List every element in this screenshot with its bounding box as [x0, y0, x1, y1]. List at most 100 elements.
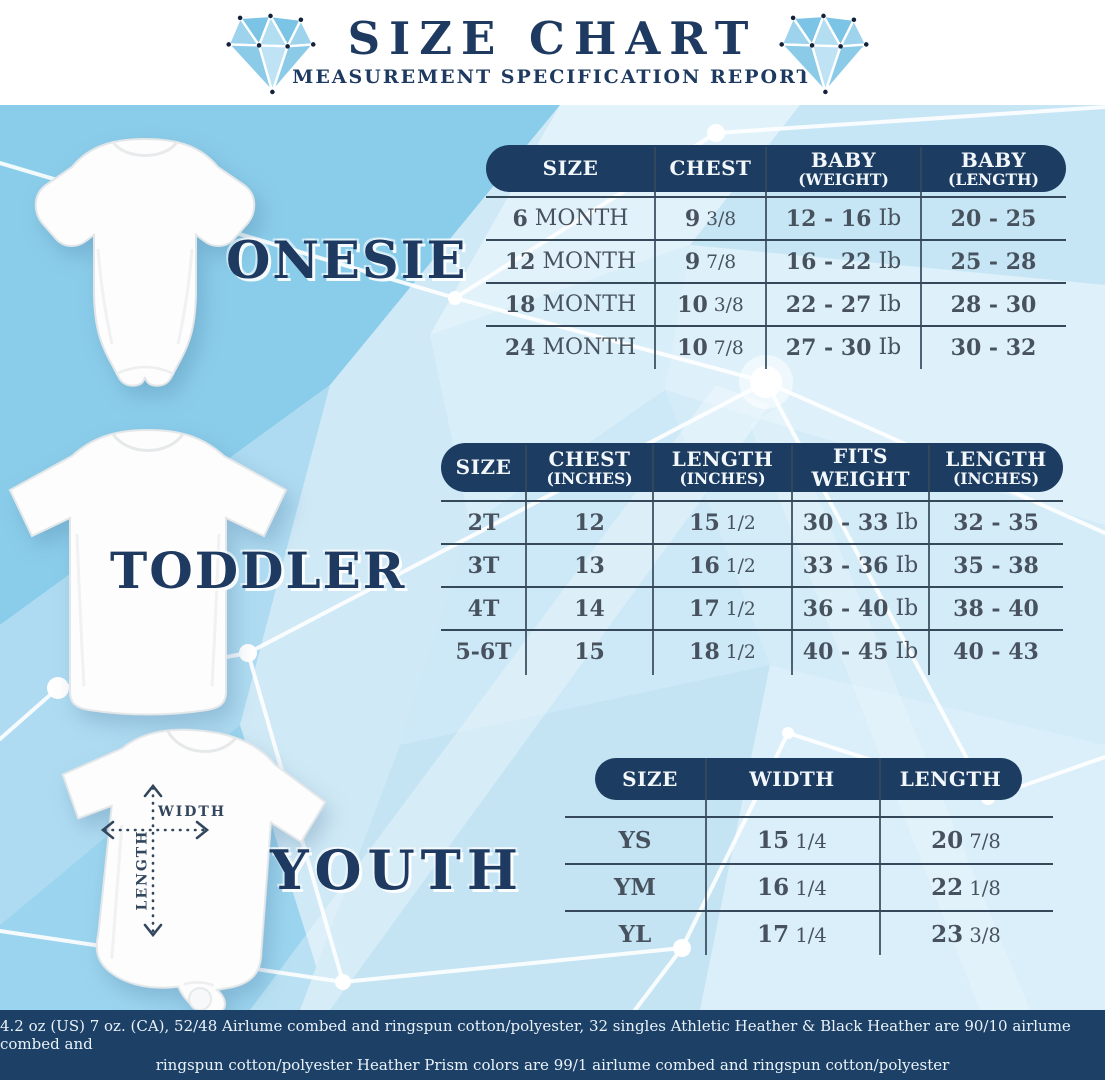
cell-bold: 16 — [757, 874, 790, 901]
cell-bold: 23 — [931, 921, 964, 948]
table-header-row: SIZE CHEST BABY (WEIGHT) BABY (LENGTH) — [486, 145, 1066, 192]
column-header: WIDTH — [749, 766, 835, 791]
cell-bold: 16 - 22 — [785, 248, 872, 275]
footer-line: 4.2 oz (US) 7 oz. (CA), 52/48 Airlume co… — [0, 1016, 1071, 1053]
table-cell: 24 MONTH — [486, 327, 655, 368]
table-cell: YS — [565, 818, 705, 863]
table-cell: 30 - 32 — [921, 327, 1066, 368]
table-row: 18 MONTH 10 3/8 22 - 27 Ib 28 - 30 — [486, 282, 1066, 325]
cell-bold: 15 — [574, 638, 605, 665]
header-band: SIZE CHART MEASUREMENT SPECIFICATION REP… — [0, 0, 1105, 105]
cell-fraction: 1/2 — [719, 642, 756, 663]
cell-regular: Ib — [888, 510, 919, 535]
table-cell: 10 7/8 — [655, 327, 766, 368]
cell-fraction: 1/8 — [963, 877, 1001, 900]
fabric-info-footer: 4.2 oz (US) 7 oz. (CA), 52/48 Airlume co… — [0, 1010, 1105, 1080]
table-cell: 18 MONTH — [486, 284, 655, 325]
table-cell: 22 - 27 Ib — [766, 284, 921, 325]
length-measure-label: LENGTH — [134, 829, 151, 911]
cell-bold: 9 — [684, 248, 701, 275]
table-cell: 5-6T — [441, 631, 526, 672]
diamond-icon — [226, 13, 316, 95]
cell-bold: 20 - 25 — [950, 205, 1037, 232]
cell-fraction: 1/4 — [789, 924, 827, 947]
diamond-icon — [779, 13, 869, 95]
table-cell: 15 — [526, 631, 653, 672]
table-cell: YM — [565, 865, 705, 910]
cell-bold: 9 — [684, 205, 701, 232]
cell-bold: 30 - 33 — [802, 509, 889, 536]
cell-fraction: 1/2 — [719, 556, 756, 577]
page-subtitle: MEASUREMENT SPECIFICATION REPORT — [292, 66, 813, 88]
column-header: LENGTH (INCHES) — [945, 446, 1047, 489]
cell-fraction: 7/8 — [707, 338, 744, 359]
table-cell: 18 1/2 — [653, 631, 792, 672]
table-cell: 28 - 30 — [921, 284, 1066, 325]
table-cell: 15 1/4 — [705, 818, 879, 863]
table-cell: 40 - 45 Ib — [792, 631, 929, 672]
table-cell: 22 1/8 — [879, 865, 1053, 910]
cell-regular: Ib — [888, 639, 919, 664]
cell-regular: Ib — [871, 249, 902, 274]
table-cell: 2T — [441, 502, 526, 543]
table-cell: 9 3/8 — [655, 198, 766, 239]
cell-bold: 4T — [467, 595, 500, 622]
cell-regular: MONTH — [535, 292, 637, 317]
table-cell: 10 3/8 — [655, 284, 766, 325]
table-cell: 16 1/2 — [653, 545, 792, 586]
section-title-onesie: ONESIE — [226, 231, 468, 291]
column-header: SIZE — [542, 156, 599, 181]
table-row: YL 17 1/4 23 3/8 — [565, 910, 1053, 957]
table-cell: 4T — [441, 588, 526, 629]
table-cell: 25 - 28 — [921, 241, 1066, 282]
table-cell: 20 - 25 — [921, 198, 1066, 239]
cell-bold: 10 — [677, 334, 708, 361]
cell-bold: 18 — [689, 638, 720, 665]
table-cell: YL — [565, 912, 705, 957]
table-cell: 14 — [526, 588, 653, 629]
table-cell: 16 1/4 — [705, 865, 879, 910]
table-header-row: SIZE WIDTH LENGTH — [595, 758, 1022, 800]
cell-fraction: 1/4 — [789, 877, 827, 900]
table-cell: 13 — [526, 545, 653, 586]
cell-fraction: 7/8 — [963, 830, 1001, 853]
table-cell: 20 7/8 — [879, 818, 1053, 863]
table-row: 3T 13 16 1/2 33 - 36 Ib 35 - 38 — [441, 543, 1063, 586]
cell-bold: 3T — [467, 552, 500, 579]
table-cell: 12 - 16 Ib — [766, 198, 921, 239]
cell-bold: YL — [618, 921, 652, 948]
table-row: 5-6T 15 18 1/2 40 - 45 Ib 40 - 43 — [441, 629, 1063, 672]
cell-bold: 13 — [574, 552, 605, 579]
table-row: 6 MONTH 9 3/8 12 - 16 Ib 20 - 25 — [486, 196, 1066, 239]
cell-bold: 2T — [467, 509, 500, 536]
cell-bold: 14 — [574, 595, 605, 622]
table-cell: 23 3/8 — [879, 912, 1053, 957]
cell-regular: Ib — [888, 553, 919, 578]
cell-bold: 10 — [677, 291, 708, 318]
cell-bold: 5-6T — [455, 638, 512, 665]
cell-fraction: 7/8 — [700, 252, 737, 273]
cell-regular: MONTH — [535, 335, 637, 360]
column-header: LENGTH — [899, 766, 1002, 791]
youth-size-table: SIZE WIDTH LENGTH YS 15 1/4 20 7/8 YM 16… — [565, 758, 1053, 958]
cell-bold: 16 — [689, 552, 720, 579]
cell-bold: 24 — [504, 334, 536, 361]
cell-regular: Ib — [871, 206, 902, 231]
table-cell: 17 1/2 — [653, 588, 792, 629]
column-header: LENGTH (INCHES) — [671, 446, 774, 489]
table-row: YM 16 1/4 22 1/8 — [565, 863, 1053, 910]
cell-bold: 20 — [931, 827, 964, 854]
table-cell: 38 - 40 — [929, 588, 1063, 629]
page-title: SIZE CHART — [347, 12, 758, 65]
cell-bold: 40 - 45 — [802, 638, 889, 665]
cell-regular: MONTH — [535, 249, 637, 274]
table-cell: 32 - 35 — [929, 502, 1063, 543]
footer-line: ringspun cotton/polyester Heather Prism … — [155, 1055, 950, 1074]
section-title-youth: YOUTH — [270, 838, 524, 902]
cell-bold: 32 - 35 — [953, 509, 1039, 536]
table-row: 2T 12 15 1/2 30 - 33 Ib 32 - 35 — [441, 500, 1063, 543]
column-header: BABY (WEIGHT) — [798, 147, 889, 190]
youth-shirt-image — [61, 728, 327, 1015]
column-header: CHEST — [669, 156, 752, 181]
measure-arrows — [100, 783, 210, 938]
